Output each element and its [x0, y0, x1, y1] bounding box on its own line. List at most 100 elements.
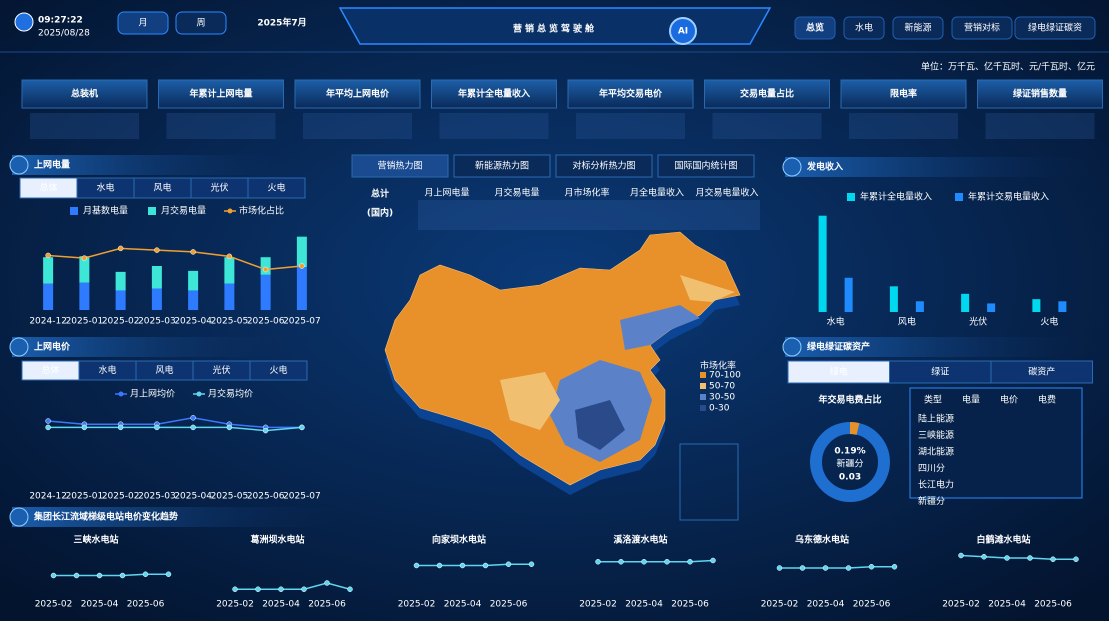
x-tick-label: 2025-02	[35, 600, 73, 610]
point	[776, 565, 783, 571]
nav-tab[interactable]	[794, 16, 836, 40]
donut-slice	[849, 422, 860, 435]
kpi-value	[849, 113, 958, 139]
logo	[14, 12, 34, 32]
tab-label: 火电	[269, 364, 287, 376]
tab-label: 风电	[155, 364, 173, 376]
legend-key	[196, 391, 202, 397]
kpi-value	[303, 113, 412, 139]
panel-title: 发电收入	[806, 161, 843, 173]
x-tick-label: 2025-02	[579, 600, 617, 610]
line	[48, 426, 302, 432]
x-tick-label: 2024-12	[29, 317, 67, 327]
x-tick-label: 2025-02	[216, 600, 254, 610]
point	[96, 572, 103, 579]
tab-label: 火电	[267, 182, 285, 194]
tab-label: 光伏	[212, 364, 230, 376]
x-tick-label: 2025-02	[942, 600, 980, 610]
column-header: 月交易电量收入	[695, 187, 758, 199]
column-header: 月市场化率	[564, 187, 609, 199]
legend-label: 月交易电量	[161, 205, 206, 217]
point	[595, 559, 601, 565]
nav-tab[interactable]	[892, 16, 944, 40]
panel-title: 绿电绿证碳资产	[807, 341, 870, 353]
tab-label: 总体	[39, 182, 57, 194]
x-tick-label: 火电	[1040, 316, 1058, 328]
chart-title: 乌东德水电站	[795, 534, 849, 546]
kpi-value	[439, 113, 549, 139]
x-tick-label: 2025-01	[66, 492, 104, 502]
point	[262, 427, 269, 434]
legend-key	[227, 208, 233, 214]
bar	[1058, 301, 1067, 312]
nav-tab[interactable]	[843, 16, 885, 40]
bar	[844, 277, 853, 312]
kpi-label: 交易电量占比	[740, 88, 794, 100]
region	[575, 400, 625, 450]
bar	[224, 257, 235, 284]
point	[73, 572, 80, 579]
bar	[151, 288, 162, 310]
nav-label: 新能源	[904, 22, 931, 34]
center-tab[interactable]	[453, 154, 551, 178]
chart-title: 白鹤滩水电站	[976, 534, 1030, 546]
panel-title: 上网电量	[34, 159, 70, 171]
center-tab[interactable]	[555, 154, 653, 178]
bar	[188, 290, 199, 310]
legend-key	[118, 391, 124, 397]
bar	[43, 257, 54, 284]
table-cell: 湖北能源	[918, 446, 954, 458]
kpi-value	[166, 113, 276, 139]
period-tab[interactable]	[117, 11, 169, 35]
kpi-label: 年平均上网电价	[326, 88, 390, 100]
point	[226, 253, 233, 260]
x-tick-label: 风电	[898, 316, 916, 328]
table-header: 电价	[1000, 394, 1018, 406]
tab[interactable]	[249, 360, 308, 381]
total-label: 总计	[371, 188, 389, 200]
legend-label: 30-50	[709, 393, 735, 403]
point	[190, 424, 196, 431]
line	[53, 573, 169, 577]
panel-header	[785, 157, 1095, 177]
kpi-card	[840, 79, 967, 109]
center-tab-label: 国际国内统计图	[674, 160, 737, 172]
panel-title: 集团长江流域梯级电站电价变化趋势	[33, 511, 178, 523]
tab[interactable]	[247, 177, 306, 199]
region	[500, 372, 560, 430]
point	[278, 586, 284, 592]
point	[45, 418, 51, 424]
kpi-value	[712, 113, 822, 139]
table-header: 类型	[924, 394, 942, 406]
center-tab[interactable]	[657, 154, 755, 178]
panel-header	[12, 155, 312, 175]
point	[190, 249, 196, 255]
point	[664, 559, 670, 565]
x-tick-label: 2025-07	[283, 317, 321, 327]
x-tick-label: 2025-04	[262, 600, 300, 610]
point	[299, 424, 305, 431]
ai-button[interactable]	[669, 17, 697, 45]
x-tick-label: 2025-06	[490, 600, 528, 610]
chart-title: 三峡水电站	[73, 534, 118, 546]
center-tab[interactable]	[351, 154, 449, 178]
kpi-label: 绿证销售数量	[1013, 88, 1067, 100]
point	[232, 586, 238, 592]
point	[154, 247, 160, 253]
x-tick-label: 2025-02	[102, 317, 140, 327]
bar	[79, 282, 90, 310]
period-tab[interactable]	[175, 11, 227, 35]
nav-tab[interactable]	[1014, 16, 1096, 40]
point	[958, 552, 964, 559]
legend-swatch	[700, 394, 706, 400]
legend-label: 年累计全电量收入	[860, 191, 932, 203]
tab[interactable]	[990, 360, 1093, 384]
chart-title: 葛洲坝水电站	[249, 534, 304, 546]
chart-title: 溪洛渡水电站	[613, 534, 667, 546]
nav-tab[interactable]	[951, 16, 1013, 40]
units: 单位：万千瓦、亿千瓦时、元/千瓦时、亿元	[921, 61, 1095, 73]
x-tick-label: 2025-02	[398, 600, 436, 610]
x-tick-label: 2025-03	[138, 492, 176, 502]
map	[384, 231, 741, 521]
